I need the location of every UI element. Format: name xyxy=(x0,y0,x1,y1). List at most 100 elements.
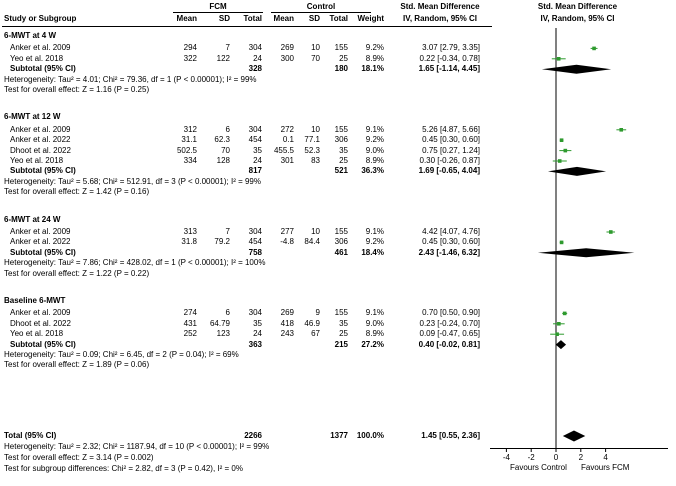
ctrl-sd-cell: 77.1 xyxy=(304,135,320,145)
weight-cell: 8.9% xyxy=(365,53,384,63)
fcm-sd-cell: 123 xyxy=(216,329,230,339)
overall-effect-text: Test for overall effect: Z = 1.89 (P = 0… xyxy=(4,360,150,370)
ctrl-total-cell: 155 xyxy=(334,124,348,134)
ctrl-mean-cell: 243 xyxy=(280,329,294,339)
header-weight: Weight xyxy=(357,14,384,23)
subtotal-ci: 1.69 [-0.65, 4.04] xyxy=(418,166,480,176)
overall-effect-text: Test for overall effect: Z = 1.16 (P = 0… xyxy=(4,85,150,94)
total-fcm-total: 2266 xyxy=(244,431,262,440)
fcm-mean-cell: 313 xyxy=(183,227,197,236)
fcm-sd-cell: 6 xyxy=(225,308,230,318)
overall-effect-text: Test for overall effect: Z = 1.42 (P = 0… xyxy=(4,187,150,197)
ci-cell: 5.26 [4.87, 5.66] xyxy=(422,124,480,134)
study-name: Anker et al. 2009 xyxy=(10,124,71,134)
subtotal-ctrl-total: 461 xyxy=(334,247,348,257)
ci-cell: 0.30 [-0.26, 0.87] xyxy=(419,156,481,165)
header-study: Study or Subgroup xyxy=(4,14,77,23)
control-header-rule xyxy=(271,12,371,13)
fcm-mean-cell: 31.8 xyxy=(181,237,197,247)
total-ctrl-total: 1377 xyxy=(330,431,348,440)
axis-tick-label: 2 xyxy=(579,453,584,462)
heterogeneity-text: Heterogeneity: Tau² = 4.01; Chi² = 79.36… xyxy=(4,74,257,84)
subtotal-weight: 18.1% xyxy=(361,64,384,74)
ctrl-sd-cell: 84.4 xyxy=(304,237,320,247)
ctrl-sd-cell: 9 xyxy=(315,308,320,318)
fcm-sd-cell: 122 xyxy=(216,53,230,63)
study-marker xyxy=(563,148,568,153)
ci-cell: 4.42 [4.07, 4.76] xyxy=(422,227,480,236)
ci-cell: 0.70 [0.50, 0.90] xyxy=(422,308,480,318)
subtotal-weight: 18.4% xyxy=(361,247,384,257)
subtotal-ci: 0.40 [-0.02, 0.81] xyxy=(418,339,480,349)
subtotal-label: Subtotal (95% CI) xyxy=(10,247,76,257)
ci-cell: 0.45 [0.30, 0.60] xyxy=(422,237,480,247)
axis-tick-label: 4 xyxy=(603,453,608,462)
subtotal-fcm-total: 363 xyxy=(248,339,262,349)
study-name: Dhoot et al. 2022 xyxy=(10,145,71,155)
subtotal-fcm-total: 817 xyxy=(248,166,262,176)
ctrl-mean-cell: 277 xyxy=(280,227,294,236)
total-overall-effect: Test for overall effect: Z = 3.14 (P = 0… xyxy=(4,453,154,462)
fcm-mean-cell: 334 xyxy=(183,156,197,165)
ci-cell: 0.75 [0.27, 1.24] xyxy=(422,145,480,155)
fcm-total-cell: 454 xyxy=(248,237,262,247)
ctrl-mean-cell: 455.5 xyxy=(273,145,294,155)
ctrl-mean-cell: 272 xyxy=(280,124,294,134)
fcm-mean-cell: 31.1 xyxy=(181,135,197,145)
subtotal-ci: 2.43 [-1.46, 6.32] xyxy=(418,247,480,257)
fcm-sd-cell: 7 xyxy=(225,43,230,53)
fcm-mean-cell: 431 xyxy=(183,318,197,328)
study-marker xyxy=(557,322,561,326)
header-ctrl-total: Total xyxy=(329,14,348,23)
study-name: Anker et al. 2022 xyxy=(10,237,71,247)
axis-tick-label: 0 xyxy=(554,453,559,462)
study-name: Anker et al. 2022 xyxy=(10,135,71,145)
subgroup-heading: 6-MWT at 4 W xyxy=(4,31,56,40)
axis-tick-label: -2 xyxy=(528,453,536,462)
header-group-fcm: FCM xyxy=(209,2,227,11)
subtotal-label: Subtotal (95% CI) xyxy=(10,339,76,349)
ctrl-total-cell: 35 xyxy=(339,145,348,155)
study-marker xyxy=(562,311,567,316)
heterogeneity-text: Heterogeneity: Tau² = 5.68; Chi² = 512.9… xyxy=(4,176,261,186)
subtotal-ctrl-total: 215 xyxy=(334,339,348,349)
header-method-right: IV, Random, 95% CI xyxy=(540,14,615,23)
study-marker xyxy=(555,332,559,336)
fcm-header-rule xyxy=(173,12,263,13)
ctrl-total-cell: 155 xyxy=(334,227,348,236)
ctrl-sd-cell: 46.9 xyxy=(304,318,320,328)
subtotal-ctrl-total: 521 xyxy=(334,166,348,176)
fcm-total-cell: 454 xyxy=(248,135,262,145)
fcm-sd-cell: 62.3 xyxy=(214,135,230,145)
axis-line xyxy=(490,448,668,449)
study-name: Dhoot et al. 2022 xyxy=(10,318,71,328)
total-weight: 100.0% xyxy=(356,431,384,440)
subgroup-differences: Test for subgroup differences: Chi² = 2.… xyxy=(4,464,243,473)
weight-cell: 9.2% xyxy=(365,43,384,53)
fcm-mean-cell: 502.5 xyxy=(176,145,197,155)
fcm-mean-cell: 312 xyxy=(183,124,197,134)
fcm-sd-cell: 64.79 xyxy=(209,318,230,328)
weight-cell: 9.2% xyxy=(365,237,384,247)
study-marker xyxy=(559,240,564,245)
ctrl-mean-cell: 0.1 xyxy=(282,135,294,145)
fcm-sd-cell: 79.2 xyxy=(214,237,230,247)
ctrl-sd-cell: 67 xyxy=(311,329,320,339)
subgroup-heading: Baseline 6-MWT xyxy=(4,296,66,305)
subtotal-ci: 1.65 [-1.14, 4.45] xyxy=(418,64,480,74)
ctrl-mean-cell: -4.8 xyxy=(280,237,294,247)
heterogeneity-text: Heterogeneity: Tau² = 7.86; Chi² = 428.0… xyxy=(4,258,266,268)
weight-cell: 8.9% xyxy=(365,156,384,165)
subtotal-ctrl-total: 180 xyxy=(334,64,348,74)
ctrl-mean-cell: 418 xyxy=(280,318,294,328)
header-fcm-mean: Mean xyxy=(176,14,197,23)
subgroup-heading: 6-MWT at 12 W xyxy=(4,112,61,122)
ctrl-mean-cell: 269 xyxy=(280,43,294,53)
subtotal-diamond xyxy=(537,248,635,258)
study-name: Yeo et al. 2018 xyxy=(10,53,64,63)
ci-cell: 0.45 [0.30, 0.60] xyxy=(422,135,480,145)
ctrl-total-cell: 35 xyxy=(339,318,348,328)
subtotal-weight: 27.2% xyxy=(361,339,384,349)
